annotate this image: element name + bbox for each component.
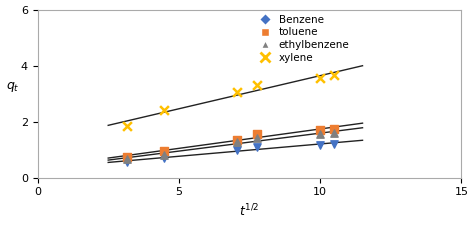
Point [253,132,260,136]
Point [316,128,324,132]
Point [160,149,168,153]
Point [330,74,338,77]
Point [123,124,131,128]
Point [234,138,241,142]
Point [316,132,324,136]
Point [234,148,241,151]
X-axis label: $t^{1/2}$: $t^{1/2}$ [239,203,260,219]
Point [160,153,168,156]
Point [123,160,131,164]
Y-axis label: $q_t$: $q_t$ [6,80,19,94]
Point [160,108,168,112]
Point [330,142,338,146]
Point [123,155,131,158]
Point [316,144,324,147]
Point [160,156,168,160]
Point [234,140,241,144]
Point [253,136,260,140]
Point [330,132,338,135]
Point [234,90,241,94]
Point [253,83,260,87]
Point [253,145,260,148]
Legend: Benzene, toluene, ethylbenzene, xylene: Benzene, toluene, ethylbenzene, xylene [255,15,349,63]
Point [330,127,338,130]
Point [123,157,131,160]
Point [316,76,324,80]
